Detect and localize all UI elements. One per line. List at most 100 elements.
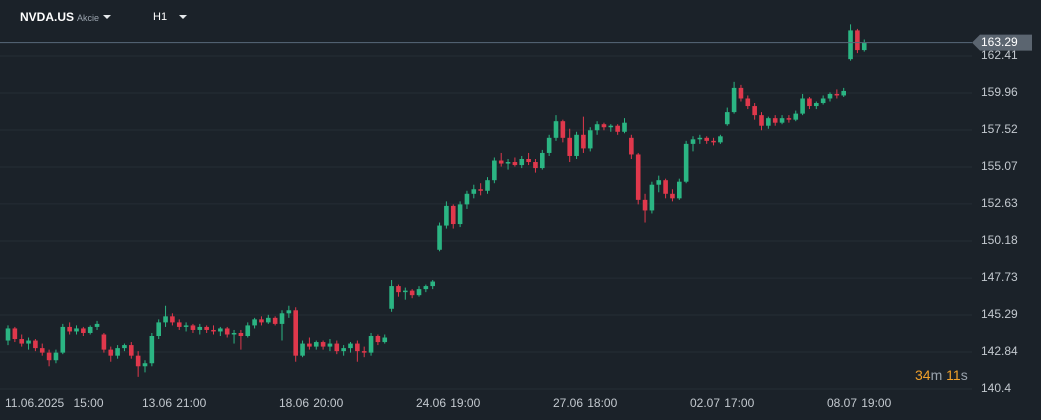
timeframe[interactable]: H1 <box>153 11 168 23</box>
candle-body <box>574 134 579 156</box>
candle-body <box>738 87 744 99</box>
candle-body <box>12 328 18 340</box>
candle-body <box>635 154 641 200</box>
candle-body <box>759 115 764 126</box>
candle-body <box>457 204 463 225</box>
y-tick-label: 155.07 <box>981 159 1018 173</box>
candle-body <box>677 181 682 199</box>
candle-body <box>5 328 11 341</box>
candle-body <box>108 349 114 356</box>
candle-body <box>272 317 278 324</box>
symbol-dropdown-arrow[interactable] <box>103 15 111 19</box>
candle-body <box>307 343 312 347</box>
candle-body <box>245 325 251 337</box>
candle-body <box>581 134 586 149</box>
candle-body <box>190 325 196 330</box>
candle-body <box>485 180 490 191</box>
candle-body <box>800 98 805 114</box>
candle-body <box>94 323 100 327</box>
candle-body <box>546 137 552 153</box>
candle-body <box>779 118 785 123</box>
candle-body <box>848 30 853 60</box>
timer-minutes-unit: m <box>930 367 943 383</box>
candle-body <box>841 90 846 96</box>
candle-body <box>615 125 620 132</box>
candle-body <box>827 93 833 99</box>
y-tick-label: 159.96 <box>981 85 1018 99</box>
candle-body <box>471 189 477 194</box>
candle-body <box>642 199 648 211</box>
candle-body <box>293 310 298 356</box>
candle-body <box>526 159 531 163</box>
x-tick-label: 21:00 <box>176 396 206 410</box>
candle-body <box>129 345 134 356</box>
candle-body <box>156 322 161 337</box>
candle-body <box>87 326 93 333</box>
candle-body <box>793 113 799 120</box>
candle-body <box>498 160 504 164</box>
candle-body <box>697 137 703 140</box>
candle-body <box>601 124 607 128</box>
timer-minutes: 34 <box>915 367 931 383</box>
symbol-selector[interactable]: NVDA.US Akcie <box>20 10 99 24</box>
current-price-label: 163.29 <box>981 35 1018 49</box>
candle-body <box>81 328 86 333</box>
candle-body <box>731 87 737 113</box>
candle-body <box>122 345 127 349</box>
candle-body <box>745 98 751 107</box>
candle-body <box>176 322 182 327</box>
x-tick-label: 08.07 <box>827 396 857 410</box>
candle-body <box>690 139 696 144</box>
x-tick-label: 13.06 <box>142 396 172 410</box>
y-tick-label: 150.18 <box>981 233 1018 247</box>
candle-body <box>587 130 593 149</box>
candle-body <box>704 137 709 141</box>
candle-body <box>492 160 497 181</box>
candle-body <box>464 193 470 205</box>
candle-body <box>567 137 572 156</box>
candle-body <box>622 122 627 132</box>
candle-body <box>396 286 401 293</box>
candle-body <box>594 124 600 131</box>
candle-body <box>279 313 285 324</box>
candle-body <box>540 152 545 169</box>
candle-body <box>437 225 442 250</box>
candle-body <box>533 162 538 169</box>
candle-body <box>772 118 778 123</box>
candle-body <box>170 316 175 323</box>
candle-body <box>553 121 559 138</box>
candle-body <box>26 340 31 344</box>
x-tick-label: 27.06 <box>553 396 583 410</box>
y-tick-label: 157.52 <box>981 122 1018 136</box>
candle-body <box>752 106 757 116</box>
candle-body <box>766 118 771 126</box>
candle-body <box>224 328 230 335</box>
candle-body <box>450 205 456 225</box>
y-tick-label: 152.63 <box>981 196 1018 210</box>
candle-body <box>259 319 264 323</box>
timeframe-dropdown-arrow[interactable] <box>179 15 187 19</box>
x-tick-label: 18:00 <box>587 396 617 410</box>
x-tick-label: 02.07 <box>690 396 720 410</box>
candle-body <box>478 189 483 191</box>
candle-body <box>683 143 689 182</box>
timer-seconds: 11 <box>946 367 961 383</box>
candle-body <box>67 326 72 332</box>
candle-body <box>320 342 326 347</box>
candle-body <box>355 343 360 352</box>
candle-body <box>807 98 812 107</box>
candle-body <box>834 93 840 96</box>
candle-body <box>505 162 511 164</box>
candle-body <box>403 290 408 293</box>
current-price-tag <box>972 34 1032 51</box>
candle-body <box>33 340 38 349</box>
x-tick-label: 20:00 <box>313 396 343 410</box>
candle-body <box>814 103 819 107</box>
candle-body <box>39 348 45 353</box>
candle-body <box>560 121 566 138</box>
candle-body <box>382 337 388 343</box>
candle-body <box>135 355 141 367</box>
candle-body <box>19 339 24 344</box>
